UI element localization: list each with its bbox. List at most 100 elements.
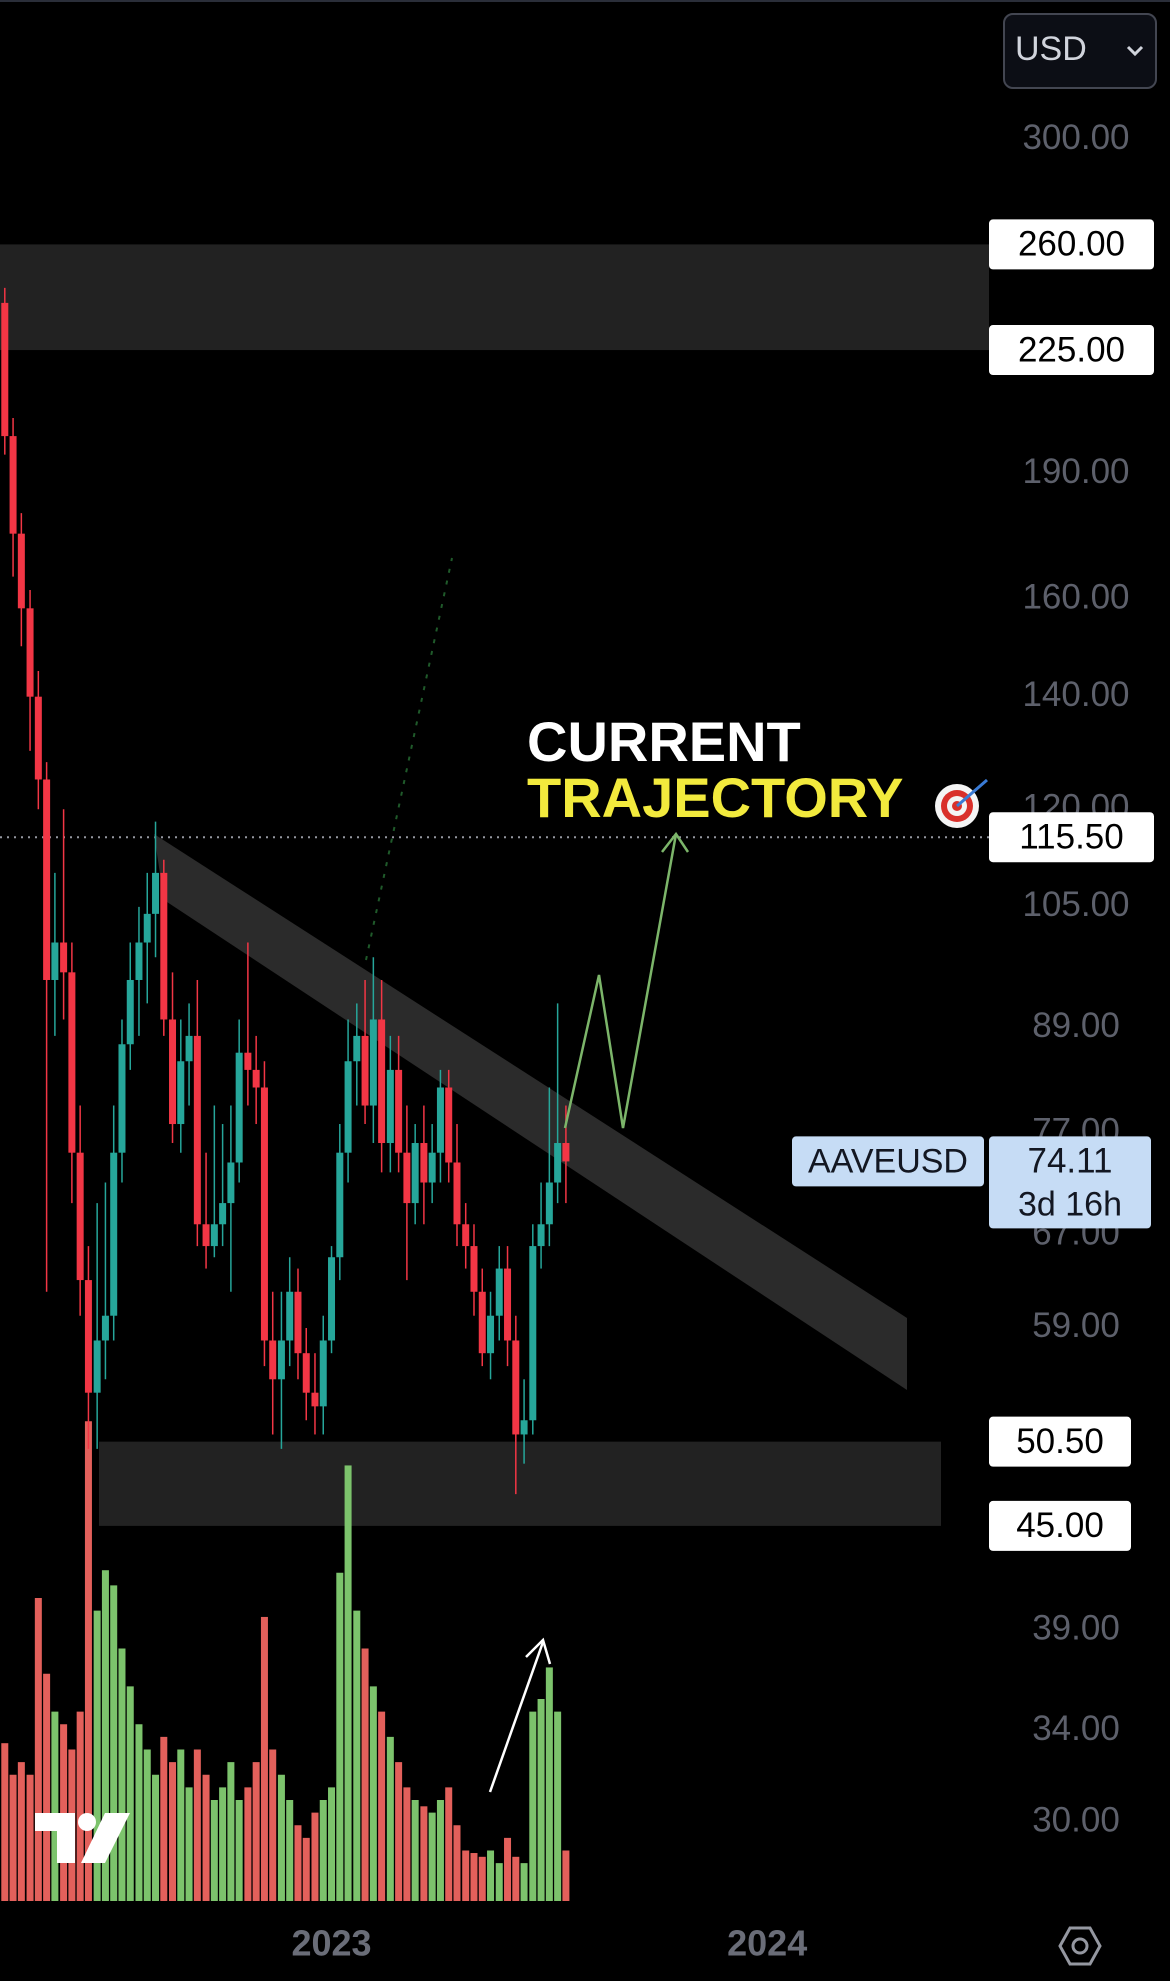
volume-bar <box>76 1711 84 1901</box>
candle-body <box>403 1152 411 1204</box>
volume-bar <box>252 1762 260 1901</box>
volume-bar <box>520 1863 528 1901</box>
volume-bar <box>411 1800 419 1901</box>
candle-body <box>504 1268 512 1341</box>
candle-body <box>193 1035 201 1225</box>
tradingview-logo <box>35 1813 130 1863</box>
currency-button-frame[interactable] <box>1003 13 1157 89</box>
currency-button[interactable]: USD <box>1003 13 1157 89</box>
y-tick-label: 30.00 <box>1032 1800 1120 1839</box>
settings-icon[interactable] <box>1058 1926 1102 1966</box>
price-label: 74.11 <box>1028 1142 1113 1181</box>
resistance-zone <box>0 244 989 351</box>
candle-body <box>537 1224 545 1247</box>
volume-bar <box>169 1762 177 1901</box>
y-tick-label: 34.00 <box>1032 1709 1120 1748</box>
candle-body <box>445 1087 453 1163</box>
candle-body <box>101 1315 109 1341</box>
candle-body <box>328 1257 336 1341</box>
volume-bar <box>361 1648 369 1901</box>
candle-body <box>84 1280 92 1393</box>
volume-bar <box>369 1686 377 1901</box>
volume-bar <box>470 1853 478 1901</box>
candle-body <box>462 1224 470 1247</box>
candle-body <box>453 1162 461 1225</box>
projection-line <box>365 557 453 961</box>
volume-bar <box>1 1743 9 1901</box>
volume-bar <box>193 1749 201 1901</box>
y-tick-label: 105.00 <box>1022 885 1129 924</box>
volume-bar <box>34 1598 42 1901</box>
candle-body <box>260 1087 268 1341</box>
volume-bar <box>110 1585 118 1901</box>
volume-bar <box>386 1736 394 1901</box>
volume-bar <box>445 1787 453 1901</box>
level-label: 260.00 <box>1018 225 1125 264</box>
volume-bar <box>344 1465 352 1901</box>
volume-bar <box>160 1736 168 1901</box>
candle-body <box>428 1152 436 1183</box>
candle-body <box>311 1392 319 1407</box>
volume-bar <box>529 1711 537 1901</box>
volume-bar <box>487 1850 495 1901</box>
candle-body <box>43 779 51 980</box>
volume-bar <box>545 1667 553 1901</box>
volume-bar <box>260 1616 268 1901</box>
y-tick-label: 89.00 <box>1032 1006 1120 1045</box>
volume-bar <box>152 1774 160 1901</box>
volume-bar <box>378 1711 386 1901</box>
candle-body <box>269 1340 277 1380</box>
volume-bar <box>428 1812 436 1901</box>
candle-body <box>227 1162 235 1204</box>
candle-body <box>353 1035 361 1062</box>
level-box <box>989 1416 1131 1467</box>
symbol-label: AAVEUSD <box>808 1142 968 1180</box>
candle-body <box>294 1291 302 1354</box>
volume-bar <box>51 1711 59 1901</box>
x-tick-label: 2024 <box>727 1923 807 1964</box>
candle-body <box>319 1340 327 1407</box>
candle-body <box>60 942 68 973</box>
candle-body <box>219 1203 227 1225</box>
level-label: 115.50 <box>1019 817 1123 856</box>
volume-bar <box>118 1648 126 1901</box>
chevron[interactable] <box>1126 45 1144 57</box>
candle-body <box>395 1069 403 1153</box>
candle-body <box>51 942 59 980</box>
plot <box>1 287 570 1901</box>
candle-body <box>336 1152 344 1258</box>
volume-bar <box>244 1787 252 1901</box>
y-tick-label: 190.00 <box>1022 452 1129 491</box>
support-zone <box>99 1441 941 1526</box>
level-box <box>989 1500 1131 1551</box>
volume-bar <box>554 1711 562 1901</box>
volume-bar <box>436 1800 444 1901</box>
candle-body <box>244 1052 252 1070</box>
candle-body <box>302 1353 310 1393</box>
volume-bar <box>302 1837 310 1901</box>
candle-body <box>34 696 42 780</box>
candle-body <box>545 1182 553 1225</box>
y-tick-label: 39.00 <box>1032 1609 1120 1648</box>
candle-body <box>118 1044 126 1153</box>
price-box <box>989 1136 1151 1229</box>
volume-bar <box>235 1800 243 1901</box>
target-icon <box>935 778 988 828</box>
volume-bar <box>227 1762 235 1901</box>
level-labels: 260.00 225.00 115.50 50.50 45.00 AAVEUSD 74.11… <box>792 219 1154 1551</box>
volume-bar <box>84 1421 92 1901</box>
level-label: 45.00 <box>1016 1506 1104 1545</box>
volume-bar <box>420 1806 428 1901</box>
zones <box>0 244 989 1526</box>
countdown-label: 3d 16h <box>1018 1185 1122 1223</box>
volume-bar <box>328 1787 336 1901</box>
candle-body <box>378 1019 386 1144</box>
volume-bar <box>17 1762 25 1901</box>
volume-bar <box>319 1800 327 1901</box>
candle-body <box>126 979 134 1045</box>
candle-body <box>160 872 168 1020</box>
currency-label[interactable]: USD <box>1015 30 1087 68</box>
candle-body <box>562 1143 570 1162</box>
volume-bar <box>101 1570 109 1901</box>
